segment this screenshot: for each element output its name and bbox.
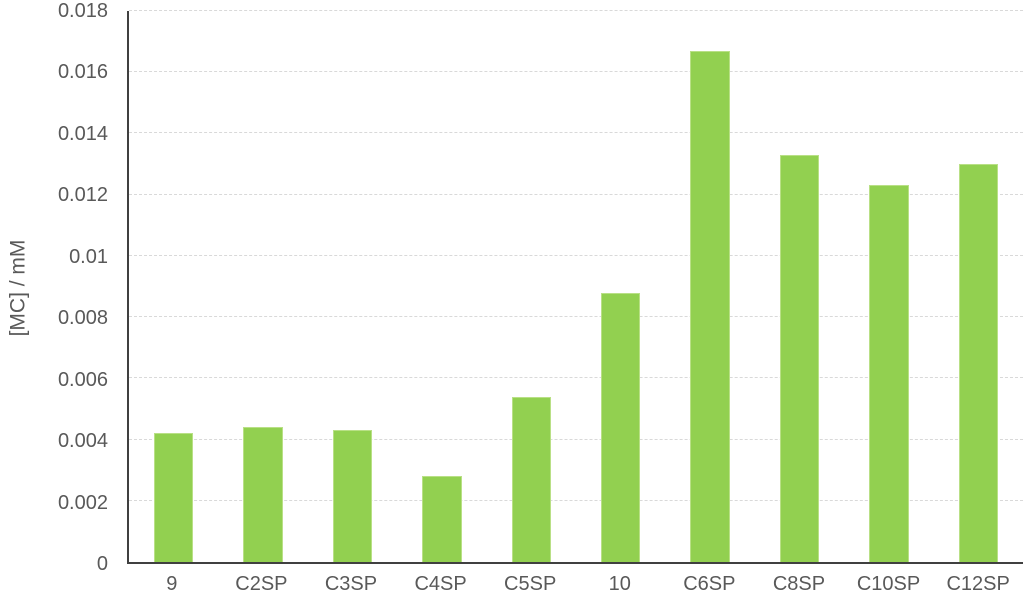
y-axis-tick-labels: 0 0.002 0.004 0.006 0.008 0.01 0.012 0.014 0.016…: [0, 1, 108, 574]
gridline: [129, 438, 1023, 440]
y-tick-label: 0.012: [57, 184, 108, 207]
gridline: [129, 10, 1023, 11]
gridline: [129, 71, 1023, 73]
bar-10: [601, 292, 641, 562]
y-tick-label: 0.014: [57, 122, 108, 145]
bar-slot: [576, 11, 665, 562]
y-tick-label: 0.008: [57, 307, 108, 330]
y-tick-label: 0.01: [69, 245, 108, 268]
x-tick-label: C3SP: [324, 573, 378, 595]
bar-C5SP: [511, 396, 551, 562]
bar-C10SP: [869, 185, 909, 562]
gridline: [129, 377, 1023, 379]
y-tick-label: 0.018: [57, 0, 108, 22]
y-tick-label: 0.006: [57, 368, 108, 391]
bar-9: [154, 433, 194, 562]
x-tick-label: C2SP: [235, 573, 288, 595]
bar-slot: [487, 11, 576, 562]
bar-slot: [844, 11, 933, 562]
bar-C6SP: [690, 50, 730, 562]
x-tick-label: C4SP: [414, 573, 467, 595]
x-axis-tick-labels: 9 C2SP C3SP C4SP C5SP 10 C6SP C8SP C10SP C12SP: [127, 574, 1023, 594]
x-tick-label: C6SP: [683, 573, 736, 595]
x-tick-label: C10SP: [856, 573, 921, 595]
bar-C12SP: [958, 164, 999, 562]
x-tick-label: 9: [166, 573, 178, 595]
x-tick-label: 10: [608, 573, 631, 595]
gridline: [129, 316, 1023, 318]
bar-slot: [397, 11, 486, 562]
bar-slot: [934, 11, 1023, 562]
y-tick-label: 0.002: [57, 491, 108, 514]
bar-slot: [665, 11, 754, 562]
bar-C2SP: [243, 427, 283, 562]
bar-C3SP: [332, 430, 373, 562]
bar-C4SP: [422, 476, 462, 562]
gridline: [129, 254, 1023, 256]
bar-series: [129, 11, 1023, 562]
bar-slot: [129, 11, 218, 562]
x-tick-label: C12SP: [946, 573, 1010, 595]
x-tick-label: C8SP: [772, 573, 826, 595]
bar-slot: [308, 11, 397, 562]
y-tick-label: 0.016: [57, 61, 108, 84]
bar-slot: [755, 11, 844, 562]
plot-area: [127, 10, 1023, 564]
gridline: [129, 499, 1023, 501]
bar-C8SP: [779, 154, 820, 562]
gridline: [129, 132, 1023, 134]
y-tick-label: 0.004: [57, 430, 108, 453]
y-tick-label: 0: [96, 553, 108, 575]
bar-slot: [218, 11, 307, 562]
x-tick-label: C5SP: [504, 573, 557, 595]
gridline: [129, 193, 1023, 195]
